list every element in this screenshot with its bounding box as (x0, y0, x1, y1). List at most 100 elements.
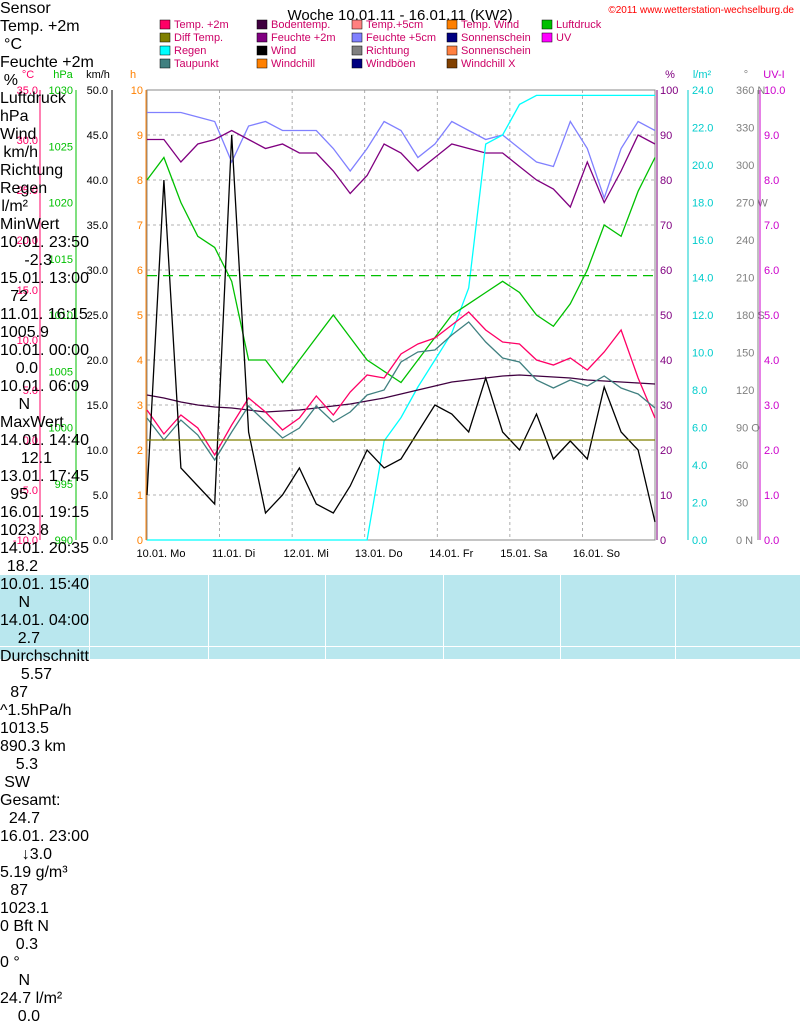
axis-tick-label: 20.0 (87, 355, 108, 367)
axis-tick-label: 10.0 (692, 348, 713, 360)
x-tick-label: 14.01. Fr (429, 548, 473, 560)
legend-label: Luftdruck (556, 19, 602, 31)
axis-tick-label: 12.0 (692, 310, 713, 322)
axis-tick-label: -5.0 (19, 485, 38, 497)
axis-unit-label: °C (22, 69, 34, 81)
axis-tick-label: 4.0 (692, 460, 707, 472)
table-row-label: Durchschnitt (0, 648, 89, 665)
table-cell-value: 18.2 (6, 558, 38, 575)
axis-tick-label: 100 (660, 85, 678, 97)
axis-tick-label: 24.0 (692, 85, 713, 97)
axis-unit-label: % (665, 69, 675, 81)
axis-tick-label: 6.0 (692, 423, 707, 435)
table-cell-value: 1023.1 (0, 900, 49, 917)
table-header-unit: l/m² (1, 198, 28, 215)
legend-item: Bodentemp. (256, 19, 330, 31)
x-tick-label: 10.01. Mo (137, 548, 186, 560)
axis-tick-label: 4 (137, 355, 143, 367)
table-header-unit: km/h (3, 144, 38, 161)
axis-tick-label: -10.0 (13, 535, 38, 547)
axis-tick-label: 0.0 (692, 535, 707, 547)
legend-label: Windböen (366, 58, 416, 70)
axis-tick-label: 330 (736, 123, 754, 135)
table-header-rain: Regen (0, 180, 48, 197)
table-cell: Gesamt: (0, 792, 61, 809)
legend-item: Diff Temp. (159, 32, 223, 44)
axis-tick-label: 0 (660, 535, 666, 547)
axis-tick-label: 50.0 (87, 85, 108, 97)
legend-item: Regen (159, 45, 206, 57)
axis-tick-label: 80 (660, 175, 672, 187)
axis-tick-label: 1.0 (764, 490, 779, 502)
table-cell: 10.01. 23:50 (0, 234, 89, 251)
axis-unit-label: km/h (86, 69, 110, 81)
axis-unit-label: h (130, 69, 136, 81)
legend-label: Windchill (271, 58, 315, 70)
axis-tick-label: 15.0 (87, 400, 108, 412)
axis-unit-label: l/m² (693, 69, 712, 81)
legend-swatch (446, 58, 458, 69)
table-cell-value: 1013.5 (0, 720, 49, 737)
x-axis-labels: 10.01. Mo 11.01. Di 12.01. Mi 13.01. Do 14.0… (137, 548, 620, 560)
table-cell-value: ↓3.0 (21, 846, 52, 863)
table-cell: 890.3 km (0, 738, 66, 755)
axis-tick-label: 5.0 (23, 385, 38, 397)
legend-label: UV (556, 32, 572, 44)
table-cell: 24.7 l/m² (0, 990, 63, 1007)
axis-tick-label: 3 (137, 400, 143, 412)
weather-chart: Woche 10.01.11 - 16.01.11 (KW2) ©2011 ww… (13, 5, 795, 560)
legend-swatch (159, 32, 171, 43)
x-tick-label: 16.01. So (573, 548, 620, 560)
legend-swatch (446, 19, 458, 30)
legend-swatch (351, 45, 363, 56)
legend-item: Temp.+5cm (351, 19, 423, 31)
legend-label: Sonnenschein (461, 45, 531, 57)
axis-tick-label: 15.0 (17, 285, 38, 297)
copyright-text: ©2011 www.wetterstation-wechselburg.de (608, 5, 794, 16)
legend-item: Feuchte +5cm (351, 32, 436, 44)
table-row-label: MinWert (0, 216, 60, 233)
table-cell: 0 Bft N (0, 918, 49, 935)
axis-tick-label: 30.0 (17, 135, 38, 147)
axis-tick-label: 180 S (736, 310, 765, 322)
axis-tick-label: 1000 (49, 423, 73, 435)
legend-swatch (541, 19, 553, 30)
axis-tick-label: 300 (736, 160, 754, 172)
axis-tick-label: 20 (660, 445, 672, 457)
axis-tick-label: 60 (660, 265, 672, 277)
axis-tick-label: 20.0 (692, 160, 713, 172)
table-cell-value: 0.0 (17, 1008, 40, 1025)
legend-swatch (256, 45, 268, 56)
table-cell-value: N (18, 594, 30, 611)
axis-tick-label: 0 (137, 535, 143, 547)
axis-unit-label: ° (744, 69, 748, 81)
axis-tick-label: 0.0 (764, 535, 779, 547)
axis-tick-label: 90 O (736, 423, 760, 435)
axis-tick-label: 5 (137, 310, 143, 322)
table-cell-value: -2.3 (24, 252, 52, 269)
legend-item: Windchill (256, 58, 315, 70)
table-cell-value: 87 (10, 684, 28, 701)
axis-tick-label: 4.0 (764, 355, 779, 367)
table-cell-value: 2.7 (17, 630, 40, 647)
axis-tick-label: 90 (660, 130, 672, 142)
axis-tick-label: 1005 (49, 366, 73, 378)
table-header-unit: % (3, 72, 18, 89)
axis-tick-label: 5.0 (764, 310, 779, 322)
series-line (146, 311, 656, 457)
legend-item: Temp. Wind (446, 19, 519, 31)
table-cell: 15.01. 13:00 (0, 270, 89, 287)
table-cell: 10.01. 06:09 (0, 378, 89, 395)
axis-tick-label: 1 (137, 490, 143, 502)
table-header-press: Luftdruck (0, 90, 66, 107)
legend-item: Temp. +2m (159, 19, 229, 31)
x-tick-label: 11.01. Di (212, 548, 255, 560)
axis-tick-label: 9 (137, 130, 143, 142)
legend-item: Feuchte +2m (256, 32, 336, 44)
axis-unit-label: UV-I (763, 69, 784, 81)
series-line (147, 111, 656, 201)
legend-swatch (351, 19, 363, 30)
table-cell: 16.01. 19:15 (0, 504, 89, 521)
series (146, 94, 656, 541)
axis-tick-label: 6.0 (764, 265, 779, 277)
